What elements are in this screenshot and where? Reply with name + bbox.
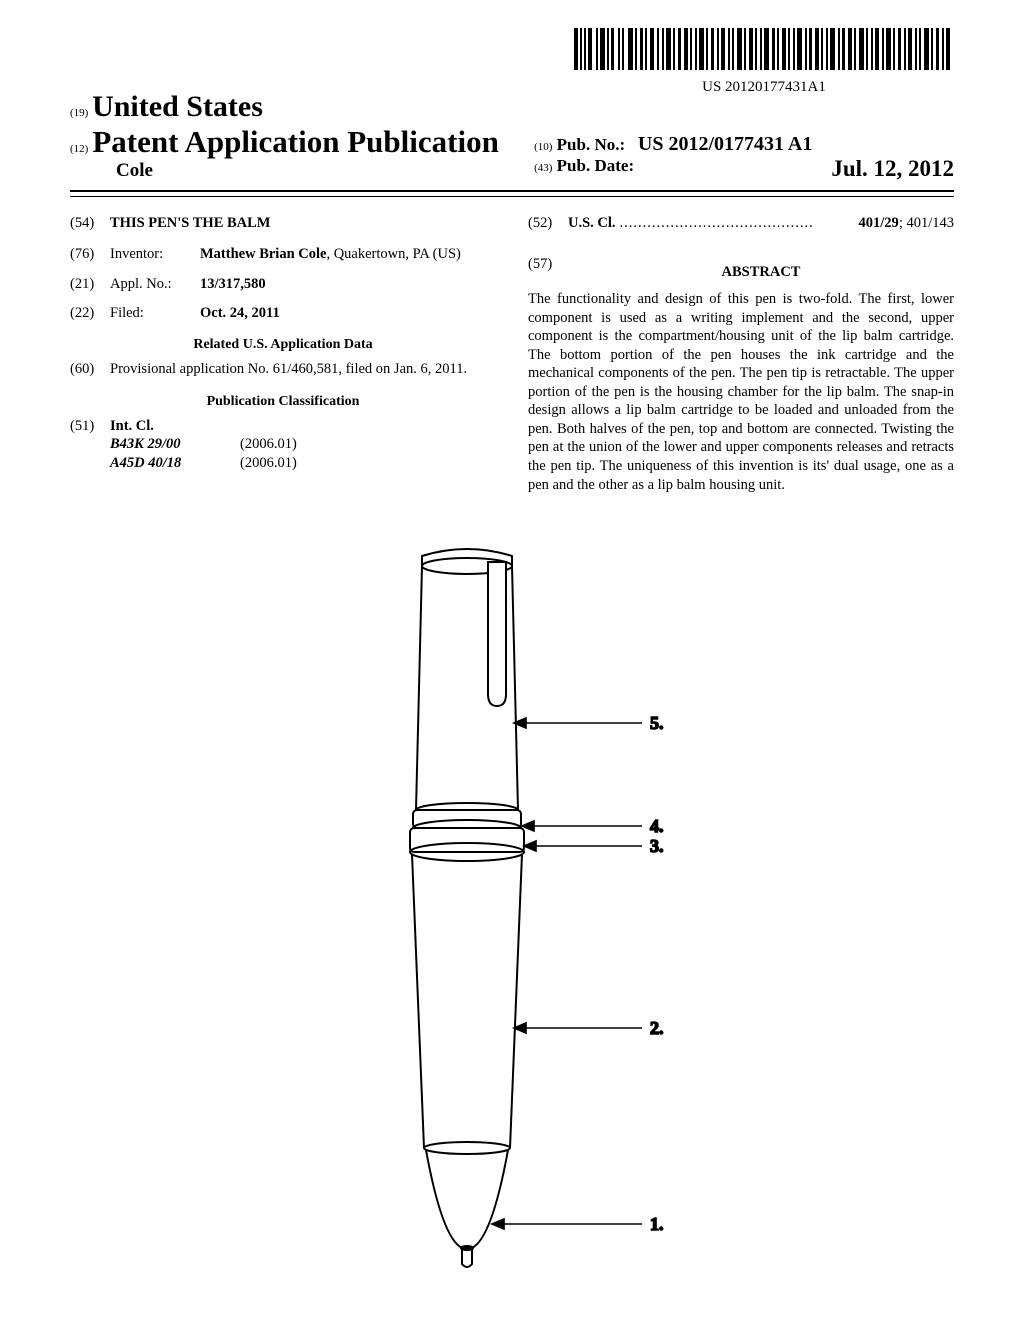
applno-label: Appl. No.: <box>110 275 200 294</box>
title-code: (54) <box>70 214 110 233</box>
callout-2: 2. <box>650 1018 664 1038</box>
invention-title: THIS PEN'S THE BALM <box>110 214 270 233</box>
intcl-field: (51) Int. Cl. B43K 29/00 (2006.01) A45D … <box>70 417 496 473</box>
pubno-code: (10) <box>534 141 552 153</box>
pubclass-head: Publication Classification <box>70 393 496 411</box>
intcl-code: (51) <box>70 417 110 473</box>
pen-figure: 5. 4. 3. 2. 1. <box>292 548 732 1288</box>
abstract-head-row: (57) ABSTRACT <box>528 255 954 288</box>
inventor-label: Inventor: <box>110 245 200 264</box>
filed-code: (22) <box>70 304 110 323</box>
uscl-field: (52) U.S. Cl. ..........................… <box>528 214 954 233</box>
uscl-value: 401/29; 401/143 <box>859 214 954 233</box>
rule-thick <box>70 190 954 192</box>
inventor-location: , Quakertown, PA (US) <box>326 246 460 262</box>
pubdate-code: (43) <box>534 162 552 174</box>
intcl-row-1: A45D 40/18 (2006.01) <box>110 454 496 473</box>
right-column: (52) U.S. Cl. ..........................… <box>528 211 954 494</box>
author-line: Cole <box>116 160 534 182</box>
barcode-number: US 20120177431A1 <box>574 79 954 96</box>
intcl-year-1: (2006.01) <box>240 454 297 473</box>
applno-field: (21) Appl. No.: 13/317,580 <box>70 275 496 294</box>
barcode-block: US 20120177431A1 <box>574 28 954 96</box>
uscl-value-bold: 401/29 <box>859 215 899 231</box>
body-columns: (54) THIS PEN'S THE BALM (76) Inventor: … <box>70 211 954 494</box>
inventor-value: Matthew Brian Cole, Quakertown, PA (US) <box>200 245 496 264</box>
callout-4: 4. <box>650 816 664 836</box>
country-code: (19) <box>70 107 88 119</box>
header: (19) United States (12) Patent Applicati… <box>70 90 954 197</box>
pubdate-label: Pub. Date: <box>557 156 634 175</box>
patent-page: US 20120177431A1 (19) United States (12)… <box>0 0 1024 1320</box>
abstract-block: (57) ABSTRACT The functionality and desi… <box>528 255 954 495</box>
abstract-head: ABSTRACT <box>568 263 954 282</box>
applno-value: 13/317,580 <box>200 275 496 294</box>
title-field: (54) THIS PEN'S THE BALM <box>70 214 496 233</box>
pubno-label: Pub. No.: <box>557 135 625 154</box>
title-row: (12) Patent Application Publication Cole… <box>70 124 954 182</box>
pubno-value: US 2012/0177431 A1 <box>638 133 812 155</box>
uscl-label: U.S. Cl. <box>568 214 616 233</box>
intcl-year-0: (2006.01) <box>240 435 297 454</box>
filed-field: (22) Filed: Oct. 24, 2011 <box>70 304 496 323</box>
callout-5: 5. <box>650 713 664 733</box>
pubdate-row: (43) Pub. Date: Jul. 12, 2012 <box>534 156 954 182</box>
provisional-text: Provisional application No. 61/460,581, … <box>110 360 496 379</box>
intcl-block: Int. Cl. B43K 29/00 (2006.01) A45D 40/18… <box>110 417 496 473</box>
provisional-code: (60) <box>70 360 110 379</box>
filed-label: Filed: <box>110 304 200 323</box>
uscl-value-rest: ; 401/143 <box>899 215 954 231</box>
country-name: United States <box>92 90 263 123</box>
publication-type: Patent Application Publication <box>92 124 498 159</box>
provisional-field: (60) Provisional application No. 61/460,… <box>70 360 496 379</box>
abstract-body: The functionality and design of this pen… <box>528 290 954 494</box>
uscl-dots: ........................................… <box>620 214 859 233</box>
intcl-row-0: B43K 29/00 (2006.01) <box>110 435 496 454</box>
barcode-graphic <box>574 28 954 72</box>
intcl-label: Int. Cl. <box>110 417 496 436</box>
pubdate-value: Jul. 12, 2012 <box>831 156 954 182</box>
filed-value: Oct. 24, 2011 <box>200 304 496 323</box>
abstract-code: (57) <box>528 255 568 288</box>
rule-thin <box>70 196 954 197</box>
inventor-name: Matthew Brian Cole <box>200 246 326 262</box>
callout-1: 1. <box>650 1214 664 1234</box>
title-right: (10) Pub. No.: US 2012/0177431 A1 (43) P… <box>534 133 954 182</box>
callout-3: 3. <box>650 836 664 856</box>
figure-area: 5. 4. 3. 2. 1. <box>0 548 1024 1288</box>
pubno-row: (10) Pub. No.: US 2012/0177431 A1 <box>534 133 954 156</box>
applno-code: (21) <box>70 275 110 294</box>
inventor-field: (76) Inventor: Matthew Brian Cole, Quake… <box>70 245 496 264</box>
intcl-code-1: A45D 40/18 <box>110 454 240 473</box>
left-column: (54) THIS PEN'S THE BALM (76) Inventor: … <box>70 211 496 494</box>
title-left: (12) Patent Application Publication Cole <box>70 124 534 182</box>
related-data-head: Related U.S. Application Data <box>70 336 496 354</box>
uscl-code: (52) <box>528 214 568 233</box>
inventor-code: (76) <box>70 245 110 264</box>
intcl-code-0: B43K 29/00 <box>110 435 240 454</box>
pub-type-code: (12) <box>70 143 88 155</box>
